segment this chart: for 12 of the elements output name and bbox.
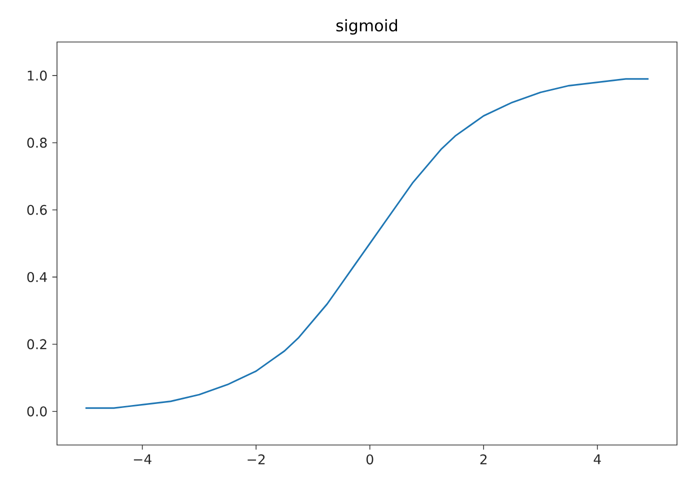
x-tick-label: 2	[480, 454, 487, 464]
x-tick-label: −4	[134, 454, 152, 464]
x-tick-label: 4	[594, 454, 601, 464]
chart-title: sigmoid	[336, 19, 398, 35]
y-tick-label: 0.0	[27, 406, 47, 416]
y-tick-label: 0.6	[27, 204, 47, 215]
y-tick-label: 0.4	[27, 272, 47, 282]
y-tick-label: 1.0	[28, 70, 47, 81]
x-tick-label: −2	[248, 454, 265, 464]
x-tick-label: 0	[366, 454, 374, 464]
y-tick-label: 0.8	[27, 138, 47, 148]
y-tick-label: 0.2	[27, 339, 46, 350]
